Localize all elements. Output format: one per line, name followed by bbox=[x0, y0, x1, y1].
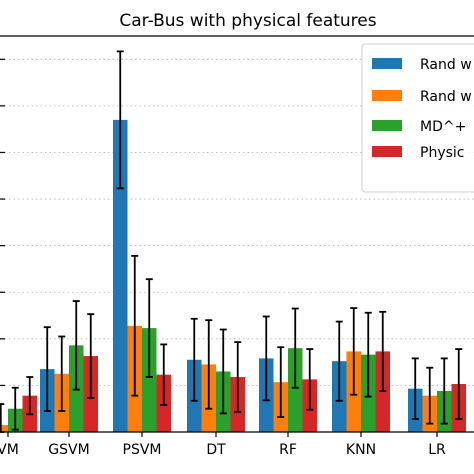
error-bar bbox=[455, 348, 463, 420]
error-bar bbox=[219, 328, 227, 415]
x-tick-labels: VM GSVM PSVM DT RF KNN LR bbox=[0, 442, 446, 458]
error-bar bbox=[350, 307, 358, 396]
error-bar bbox=[26, 376, 34, 416]
x-tick-label: GSVM bbox=[48, 442, 89, 458]
x-tick-label: RF bbox=[279, 442, 297, 458]
error-bar bbox=[131, 254, 139, 397]
error-bar bbox=[160, 343, 168, 406]
legend-swatch bbox=[372, 120, 402, 131]
error-bar bbox=[277, 346, 285, 418]
bar bbox=[113, 119, 128, 432]
error-bar bbox=[440, 357, 448, 425]
error-bar bbox=[306, 348, 314, 411]
error-bar bbox=[116, 50, 124, 190]
error-bar bbox=[234, 341, 242, 413]
error-bar bbox=[145, 278, 153, 378]
x-tick-label: VM bbox=[0, 442, 19, 458]
error-bar bbox=[205, 319, 213, 410]
axes bbox=[0, 35, 474, 437]
error-bar bbox=[58, 335, 66, 412]
legend-swatch bbox=[372, 58, 402, 69]
legend-swatch bbox=[372, 90, 402, 101]
legend: Rand w Rand w MD^+ Physic bbox=[361, 43, 474, 193]
bar bbox=[142, 328, 157, 432]
x-tick-label: DT bbox=[206, 442, 226, 458]
chart-title: Car-Bus with physical features bbox=[119, 11, 376, 31]
error-bar bbox=[87, 313, 95, 399]
legend-label: Rand w bbox=[420, 57, 472, 73]
x-tick-label: PSVM bbox=[123, 442, 162, 458]
error-bar bbox=[364, 311, 372, 398]
error-bar bbox=[411, 357, 419, 420]
legend-label: MD^+ bbox=[420, 119, 466, 135]
error-bar bbox=[426, 366, 434, 425]
legend-label: Rand w bbox=[420, 89, 472, 105]
bar bbox=[288, 348, 303, 432]
error-bar bbox=[72, 300, 80, 391]
error-bar bbox=[262, 315, 270, 402]
error-bar bbox=[43, 326, 51, 412]
legend-swatch bbox=[372, 146, 402, 157]
x-tick-label: LR bbox=[428, 442, 446, 458]
legend-label: Physic bbox=[420, 145, 464, 161]
error-bar bbox=[335, 320, 343, 402]
error-bar bbox=[11, 386, 19, 431]
error-bar bbox=[190, 317, 198, 402]
error-bars bbox=[0, 50, 463, 433]
x-tick-label: KNN bbox=[346, 442, 376, 458]
error-bar bbox=[379, 310, 387, 392]
bar bbox=[0, 425, 8, 432]
error-bar bbox=[291, 307, 299, 389]
